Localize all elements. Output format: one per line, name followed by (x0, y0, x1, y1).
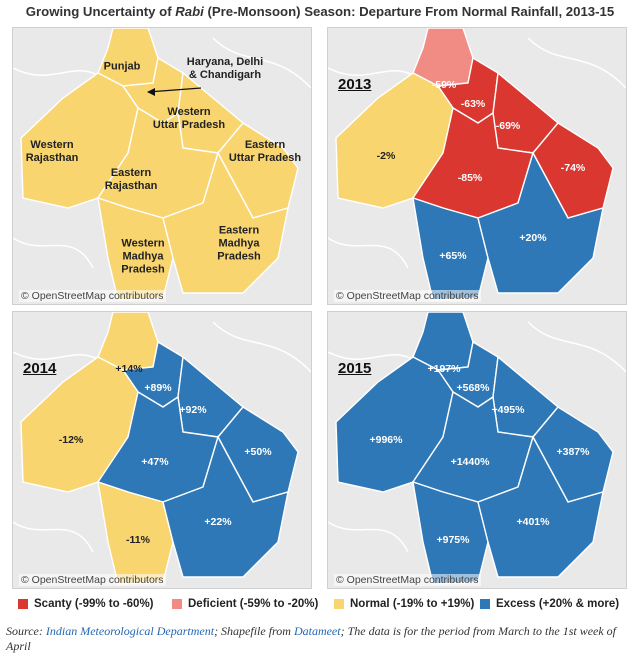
value-label-haryana: +568% (456, 382, 490, 394)
region-wmp (412, 196, 489, 301)
region-wmp (97, 196, 174, 301)
value-label-eup: -74% (560, 162, 586, 174)
region-wmp (412, 480, 489, 585)
region-wraj (20, 356, 139, 493)
arrow-head (147, 88, 155, 96)
legend-item-excess: Excess (+20% & more) (480, 598, 619, 610)
region-shapes (20, 28, 299, 301)
value-label-wup: +495% (491, 404, 525, 416)
value-label-wmp: +65% (439, 250, 467, 262)
source-note: Source: Indian Meteorological Department… (6, 624, 617, 653)
osm-attribution: © OpenStreetMap contributors (19, 574, 166, 586)
value-label-haryana: +89% (144, 382, 172, 394)
choropleth-svg (328, 28, 626, 301)
year-label: 2015 (338, 360, 372, 377)
label-punjab: Punjab (103, 60, 141, 73)
value-label-eraj: +1440% (450, 456, 490, 468)
region-wmp (97, 480, 174, 585)
map-panel-2015: 2015 +197% +568% +495% +387% +996% +1440% +975%… (327, 311, 627, 589)
osm-attribution: © OpenStreetMap contributors (19, 290, 166, 302)
title-suffix: (Pre-Monsoon) Season: Departure From Nor… (203, 4, 615, 19)
value-label-punjab: -59% (431, 79, 457, 91)
value-label-eraj: -85% (457, 172, 483, 184)
legend: Scanty (-99% to -60%) Deficient (-59% to… (18, 598, 628, 616)
year-label: 2013 (338, 76, 372, 93)
region-emp (162, 435, 289, 578)
value-label-eraj: +47% (141, 456, 169, 468)
region-emp (477, 151, 604, 294)
label-wraj: Western Rajasthan (25, 139, 79, 164)
label-eup: Eastern Uttar Pradesh (228, 139, 302, 164)
label-eraj: Eastern Rajasthan (104, 167, 158, 192)
legend-swatch (480, 599, 490, 609)
year-label: 2014 (23, 360, 57, 377)
label-wmp: Western Madhya Pradesh (121, 237, 165, 276)
value-label-haryana: -63% (460, 98, 486, 110)
region-emp (162, 151, 289, 294)
value-label-wup: +92% (179, 404, 207, 416)
legend-swatch (172, 599, 182, 609)
value-label-emp: +20% (519, 232, 547, 244)
value-label-emp: +22% (204, 516, 232, 528)
map-title: Growing Uncertainty of Rabi (Pre-Monsoon… (0, 4, 640, 19)
title-prefix: Growing Uncertainty of (25, 4, 176, 19)
datameet-link[interactable]: Datameet (293, 624, 341, 638)
value-label-punjab: +14% (115, 363, 143, 375)
label-haryana: Haryana, Delhi & Chandigarh (186, 56, 264, 81)
legend-item-normal: Normal (-19% to +19%) (334, 598, 474, 610)
label-emp: Eastern Madhya Pradesh (217, 224, 261, 263)
osm-attribution: © OpenStreetMap contributors (334, 290, 481, 302)
value-label-wmp: -11% (126, 534, 150, 546)
value-label-wraj: +996% (369, 434, 403, 446)
value-label-eup: +50% (244, 446, 272, 458)
legend-swatch (334, 599, 344, 609)
imd-link[interactable]: Indian Meteorological Department (45, 624, 215, 638)
value-label-emp: +401% (516, 516, 550, 528)
map-panel-2014: 2014 +14% +89% +92% +50% -12% +47% -11% +22% © Op… (12, 311, 312, 589)
arrow-line (147, 87, 202, 93)
region-emp (477, 435, 604, 578)
legend-swatch (18, 599, 28, 609)
region-wraj (20, 72, 139, 209)
choropleth-svg (13, 312, 311, 585)
legend-item-deficient: Deficient (-59% to -20%) (172, 598, 318, 610)
value-label-wraj: -2% (376, 150, 396, 162)
reference-map-svg (13, 28, 311, 301)
region-wraj (335, 356, 454, 493)
value-label-punjab: +197% (427, 363, 461, 375)
choropleth-svg (328, 312, 626, 585)
region-wraj (335, 72, 454, 209)
title-italic: Rabi (175, 4, 204, 19)
value-label-wup: -69% (495, 120, 521, 132)
value-label-wraj: -12% (58, 434, 84, 446)
map-panel-2013: 2013 -59% -63% -69% -74% -2% -85% +65% +20% © Ope… (327, 27, 627, 305)
legend-item-scanty: Scanty (-99% to -60%) (18, 598, 154, 610)
label-wup: Western Uttar Pradesh (152, 106, 226, 131)
value-label-eup: +387% (556, 446, 590, 458)
osm-attribution: © OpenStreetMap contributors (334, 574, 481, 586)
value-label-wmp: +975% (436, 534, 470, 546)
reference-map-panel: Punjab Haryana, Delhi & Chandigarh Wester… (12, 27, 312, 305)
